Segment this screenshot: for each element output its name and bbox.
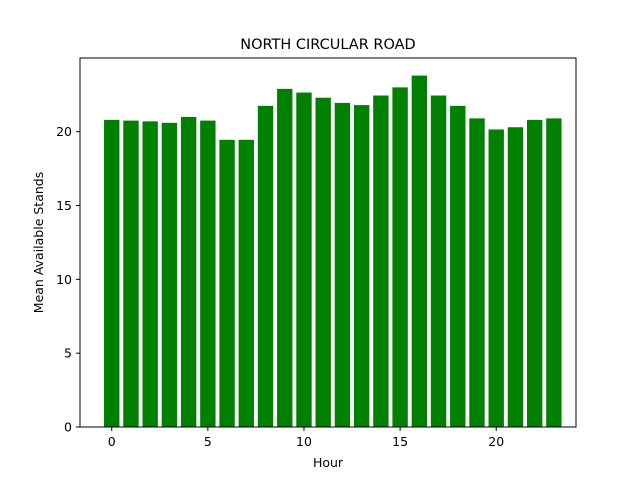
y-axis-label: Mean Available Stands bbox=[31, 172, 46, 313]
y-tick-label: 20 bbox=[56, 124, 72, 139]
bar-hour-9 bbox=[277, 88, 293, 428]
bar-hour-21 bbox=[507, 127, 524, 427]
x-tick-label: 0 bbox=[108, 434, 116, 449]
bar-hour-3 bbox=[161, 122, 178, 427]
y-tick-label: 10 bbox=[56, 272, 72, 287]
x-axis-label: Hour bbox=[313, 455, 344, 470]
x-tick-label: 15 bbox=[392, 434, 408, 449]
bars-group bbox=[104, 75, 562, 428]
bar-hour-18 bbox=[450, 105, 466, 427]
bar-hour-8 bbox=[257, 105, 274, 427]
chart-title: NORTH CIRCULAR ROAD bbox=[240, 37, 415, 53]
x-axis-ticks: 0 5 10 15 20 bbox=[108, 427, 504, 449]
bar-hour-16 bbox=[411, 75, 428, 427]
bar-hour-0 bbox=[104, 119, 120, 428]
x-tick-label: 5 bbox=[204, 434, 212, 449]
bar-hour-6 bbox=[219, 139, 235, 428]
plot-area-frame bbox=[79, 57, 577, 428]
bar-hour-23 bbox=[546, 118, 562, 427]
bar-hour-17 bbox=[430, 95, 447, 427]
bar-hour-5 bbox=[200, 120, 216, 428]
x-tick-label: 10 bbox=[296, 434, 312, 449]
bar-hour-15 bbox=[392, 87, 408, 427]
bar-hour-11 bbox=[315, 97, 331, 427]
y-axis-ticks: 0 5 10 15 20 bbox=[56, 124, 80, 435]
bar-hour-13 bbox=[353, 105, 370, 427]
bar-hour-22 bbox=[526, 119, 543, 428]
bar-hour-10 bbox=[296, 92, 312, 428]
bar-hour-20 bbox=[488, 129, 504, 427]
bar-hour-7 bbox=[238, 139, 254, 428]
bar-hour-12 bbox=[334, 102, 351, 427]
bar-hour-4 bbox=[180, 116, 197, 428]
y-tick-label: 5 bbox=[64, 346, 72, 361]
bar-hour-14 bbox=[373, 95, 389, 427]
bar-hour-19 bbox=[469, 118, 485, 427]
bar-hour-1 bbox=[123, 120, 139, 428]
y-tick-label: 0 bbox=[64, 420, 72, 435]
bar-hour-2 bbox=[142, 121, 158, 427]
x-tick-label: 20 bbox=[488, 434, 504, 449]
y-tick-label: 15 bbox=[56, 198, 72, 213]
